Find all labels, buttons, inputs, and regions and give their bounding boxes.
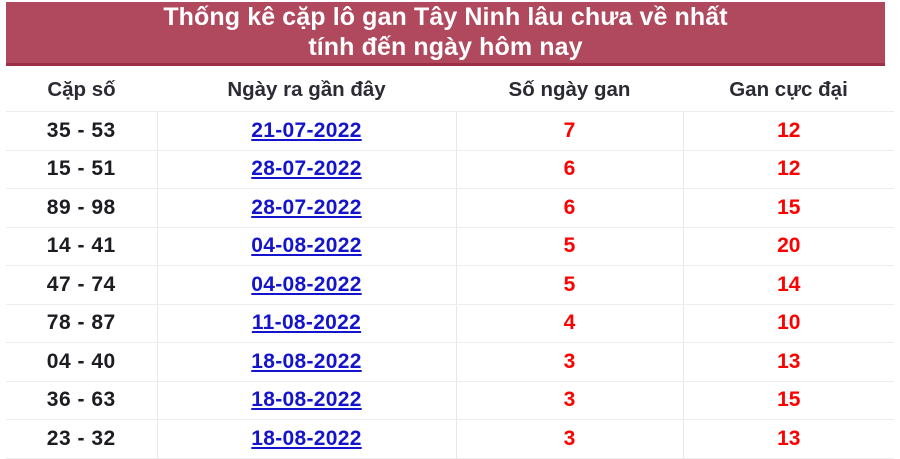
cell-pair: 23 - 32 xyxy=(6,419,158,459)
column-header-max-gap: Gan cực đại xyxy=(683,69,894,112)
column-header-recent-date: Ngày ra gần đây xyxy=(157,69,456,112)
recent-date-link[interactable]: 18-08-2022 xyxy=(251,426,362,450)
cell-max-gap: 15 xyxy=(683,381,894,420)
recent-date-link[interactable]: 21-07-2022 xyxy=(251,118,362,142)
cell-gap-days: 7 xyxy=(456,111,684,151)
table-row: 47 - 74 04-08-2022 5 14 xyxy=(6,265,894,305)
cell-recent-date: 18-08-2022 xyxy=(157,342,457,382)
recent-date-link[interactable]: 11-08-2022 xyxy=(251,311,362,335)
cell-recent-date: 11-08-2022 xyxy=(157,304,457,343)
recent-date-link[interactable]: 18-08-2022 xyxy=(251,349,362,373)
cell-gap-days: 3 xyxy=(456,342,684,382)
cell-pair: 89 - 98 xyxy=(6,188,158,228)
cell-max-gap: 12 xyxy=(683,111,894,151)
lottery-gap-stats-table: Cặp số Ngày ra gần đây Số ngày gan Gan c… xyxy=(6,69,894,459)
cell-pair: 36 - 63 xyxy=(6,381,158,420)
cell-gap-days: 6 xyxy=(456,150,684,189)
cell-pair: 04 - 40 xyxy=(6,342,158,382)
table-row: 23 - 32 18-08-2022 3 13 xyxy=(6,419,894,459)
table-body: 35 - 53 21-07-2022 7 12 15 - 51 28-07-2022 6 12… xyxy=(6,111,894,459)
cell-gap-days: 5 xyxy=(456,227,684,266)
recent-date-link[interactable]: 04-08-2022 xyxy=(251,272,362,296)
table-header-row: Cặp số Ngày ra gần đây Số ngày gan Gan c… xyxy=(6,69,894,112)
table-row: 36 - 63 18-08-2022 3 15 xyxy=(6,381,894,420)
recent-date-link[interactable]: 18-08-2022 xyxy=(251,388,362,412)
cell-max-gap: 10 xyxy=(683,304,894,343)
cell-max-gap: 15 xyxy=(683,188,894,228)
cell-recent-date: 18-08-2022 xyxy=(157,381,457,420)
cell-pair: 47 - 74 xyxy=(6,265,158,305)
table-row: 04 - 40 18-08-2022 3 13 xyxy=(6,342,894,382)
table-header: Cặp số Ngày ra gần đây Số ngày gan Gan c… xyxy=(6,69,894,112)
cell-gap-days: 5 xyxy=(456,265,684,305)
table-row: 89 - 98 28-07-2022 6 15 xyxy=(6,188,894,228)
cell-max-gap: 13 xyxy=(683,342,894,382)
table-row: 14 - 41 04-08-2022 5 20 xyxy=(6,227,894,266)
recent-date-link[interactable]: 28-07-2022 xyxy=(251,195,362,219)
column-header-gap-days: Số ngày gan xyxy=(456,69,683,112)
cell-max-gap: 12 xyxy=(683,150,894,189)
cell-max-gap: 14 xyxy=(683,265,894,305)
cell-gap-days: 4 xyxy=(456,304,684,343)
cell-gap-days: 3 xyxy=(456,381,684,420)
cell-pair: 35 - 53 xyxy=(6,111,158,151)
cell-pair: 78 - 87 xyxy=(6,304,158,343)
page-title: Thống kê cặp lô gan Tây Ninh lâu chưa về… xyxy=(163,3,728,61)
table-row: 35 - 53 21-07-2022 7 12 xyxy=(6,111,894,151)
title-banner: Thống kê cặp lô gan Tây Ninh lâu chưa về… xyxy=(6,2,885,66)
cell-gap-days: 3 xyxy=(456,419,684,459)
cell-recent-date: 04-08-2022 xyxy=(157,227,457,266)
cell-recent-date: 04-08-2022 xyxy=(157,265,457,305)
cell-gap-days: 6 xyxy=(456,188,684,228)
table-row: 78 - 87 11-08-2022 4 10 xyxy=(6,304,894,343)
cell-pair: 15 - 51 xyxy=(6,150,158,189)
recent-date-link[interactable]: 28-07-2022 xyxy=(251,157,362,181)
recent-date-link[interactable]: 04-08-2022 xyxy=(251,234,362,258)
cell-pair: 14 - 41 xyxy=(6,227,158,266)
cell-max-gap: 20 xyxy=(683,227,894,266)
cell-recent-date: 28-07-2022 xyxy=(157,150,457,189)
cell-recent-date: 21-07-2022 xyxy=(157,111,457,151)
cell-recent-date: 28-07-2022 xyxy=(157,188,457,228)
table-row: 15 - 51 28-07-2022 6 12 xyxy=(6,150,894,189)
column-header-pair: Cặp số xyxy=(6,69,157,112)
cell-recent-date: 18-08-2022 xyxy=(157,419,457,459)
cell-max-gap: 13 xyxy=(683,419,894,459)
